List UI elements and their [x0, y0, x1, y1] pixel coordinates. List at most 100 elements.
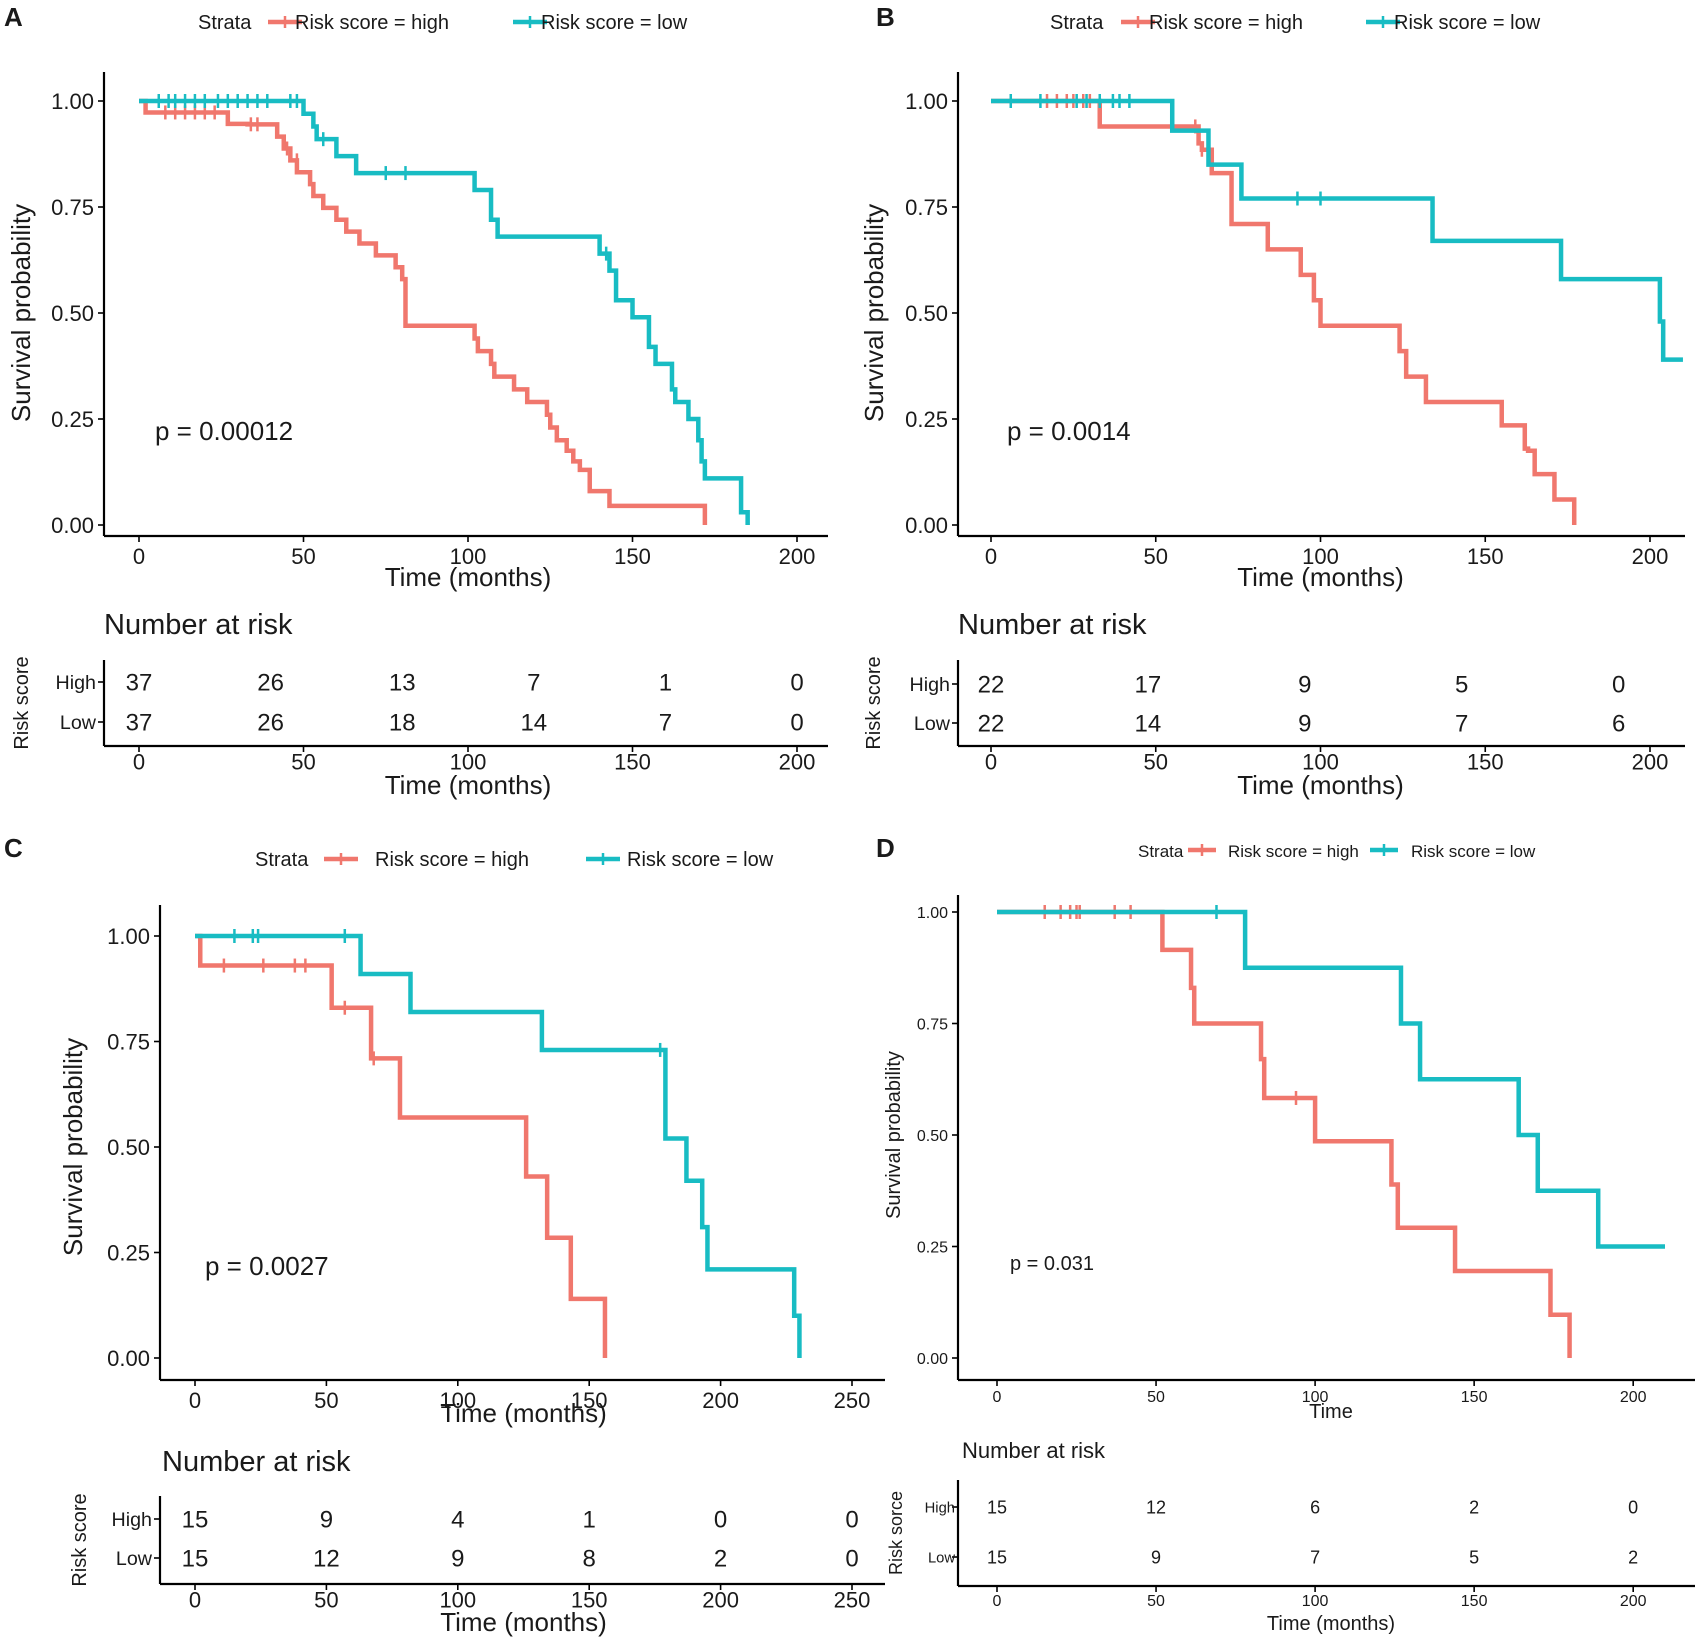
- panel-b: B Strata Risk score = high Risk score = low…: [859, 2, 1685, 800]
- panel-label: B: [876, 2, 895, 32]
- risk-x-axis-label: Time (months): [385, 770, 552, 800]
- x-tick-label: 100: [450, 544, 487, 569]
- risk-x-axis-label: Time (months): [1237, 770, 1404, 800]
- p-value: p = 0.0014: [1007, 416, 1131, 446]
- survival-curve-low: [139, 98, 750, 525]
- legend-title: Strata: [1050, 12, 1104, 34]
- risk-count: 22: [978, 711, 1005, 738]
- x-axis-label: Time (months): [440, 1398, 607, 1428]
- y-tick-label: 0.25: [917, 1239, 948, 1256]
- risk-count: 8: [583, 1546, 596, 1573]
- legend-title: Strata: [255, 849, 309, 871]
- risk-x-tick-label: 0: [133, 749, 145, 774]
- risk-x-tick-label: 0: [993, 1593, 1002, 1610]
- risk-table-strata-label: Risk score: [863, 656, 885, 749]
- p-value: p = 0.0027: [205, 1251, 329, 1281]
- risk-table-strata-label: Risk score: [69, 1493, 91, 1586]
- risk-count: 0: [845, 1507, 858, 1534]
- survival-curve-high: [139, 98, 708, 525]
- y-tick-label: 1.00: [51, 89, 94, 114]
- risk-x-tick-label: 200: [779, 749, 816, 774]
- risk-count: 7: [659, 710, 672, 737]
- risk-count: 14: [520, 710, 547, 737]
- y-tick-label: 0.50: [917, 1128, 948, 1145]
- y-tick-label: 0.00: [917, 1351, 948, 1368]
- survival-curve-low: [195, 933, 802, 1358]
- y-tick-label: 0.75: [51, 195, 94, 220]
- risk-x-tick-label: 150: [1467, 749, 1504, 774]
- risk-table-title: Number at risk: [162, 1446, 351, 1478]
- x-axis-label: Time (months): [385, 562, 552, 592]
- risk-x-tick-label: 100: [439, 1587, 476, 1612]
- risk-x-tick-label: 50: [1147, 1593, 1165, 1610]
- survival-curve-high: [991, 98, 1577, 525]
- x-tick-label: 50: [314, 1388, 338, 1413]
- risk-count: 6: [1310, 1497, 1320, 1517]
- risk-count: 1: [583, 1507, 596, 1534]
- survival-curve-high: [195, 933, 608, 1358]
- risk-count: 2: [1469, 1497, 1479, 1517]
- x-tick-label: 0: [189, 1388, 201, 1413]
- legend: Strata Risk score = high Risk score = low: [1138, 842, 1536, 861]
- y-axis-label: Survival probability: [883, 1051, 905, 1219]
- risk-x-tick-label: 50: [1144, 749, 1168, 774]
- risk-row-label-high: High: [925, 1500, 955, 1516]
- risk-count: 7: [1310, 1547, 1320, 1567]
- risk-x-tick-label: 50: [314, 1587, 338, 1612]
- risk-x-tick-label: 100: [1302, 749, 1339, 774]
- y-tick-label: 0.25: [51, 407, 94, 432]
- y-tick-label: 0.75: [917, 1016, 948, 1033]
- legend-entry-high: Risk score = high: [375, 849, 529, 871]
- risk-x-tick-label: 50: [291, 749, 315, 774]
- risk-x-axis-label: Time (months): [1267, 1613, 1395, 1635]
- survival-curve-low: [997, 909, 1665, 1249]
- risk-x-tick-label: 150: [614, 749, 651, 774]
- risk-table-title: Number at risk: [958, 609, 1147, 641]
- y-tick-label: 0.50: [905, 301, 948, 326]
- legend-entry-low: Risk score = low: [1411, 842, 1536, 861]
- x-tick-label: 100: [439, 1388, 476, 1413]
- risk-row-label-low: Low: [60, 712, 97, 734]
- x-tick-label: 200: [1632, 544, 1669, 569]
- x-tick-label: 0: [985, 544, 997, 569]
- risk-count: 26: [257, 710, 284, 737]
- risk-count: 9: [1151, 1547, 1161, 1567]
- risk-count: 7: [527, 670, 540, 697]
- x-tick-label: 0: [993, 1389, 1002, 1406]
- legend-entry-high: Risk score = high: [1149, 12, 1303, 34]
- risk-x-axis-label: Time (months): [440, 1607, 607, 1637]
- risk-x-tick-label: 100: [450, 749, 487, 774]
- risk-count: 1: [659, 670, 672, 697]
- legend: Strata Risk score = high Risk score = low: [198, 12, 688, 34]
- y-tick-label: 1.00: [107, 924, 150, 949]
- risk-count: 0: [790, 710, 803, 737]
- risk-row-label-low: Low: [914, 713, 951, 735]
- x-tick-label: 100: [1302, 544, 1339, 569]
- risk-count: 2: [1628, 1547, 1638, 1567]
- y-tick-label: 1.00: [905, 89, 948, 114]
- x-tick-label: 200: [1620, 1389, 1647, 1406]
- risk-count: 5: [1469, 1547, 1479, 1567]
- risk-table-title: Number at risk: [104, 609, 293, 641]
- risk-x-tick-label: 250: [834, 1587, 871, 1612]
- p-value: p = 0.00012: [155, 416, 293, 446]
- risk-count: 12: [313, 1546, 340, 1573]
- x-axis-label: Time: [1309, 1401, 1353, 1423]
- risk-count: 12: [1146, 1497, 1166, 1517]
- x-tick-label: 200: [779, 544, 816, 569]
- risk-count: 6: [1612, 711, 1625, 738]
- risk-row-label-high: High: [56, 672, 96, 694]
- risk-x-tick-label: 0: [985, 749, 997, 774]
- risk-count: 9: [1298, 672, 1311, 699]
- y-tick-label: 1.00: [917, 905, 948, 922]
- x-tick-label: 0: [133, 544, 145, 569]
- risk-count: 9: [1298, 711, 1311, 738]
- y-axis-label: Survival probability: [58, 1038, 88, 1256]
- legend-title: Strata: [198, 12, 252, 34]
- x-axis-label: Time (months): [1237, 562, 1404, 592]
- risk-count: 4: [451, 1507, 464, 1534]
- risk-count: 26: [257, 670, 284, 697]
- risk-x-tick-label: 200: [1632, 749, 1669, 774]
